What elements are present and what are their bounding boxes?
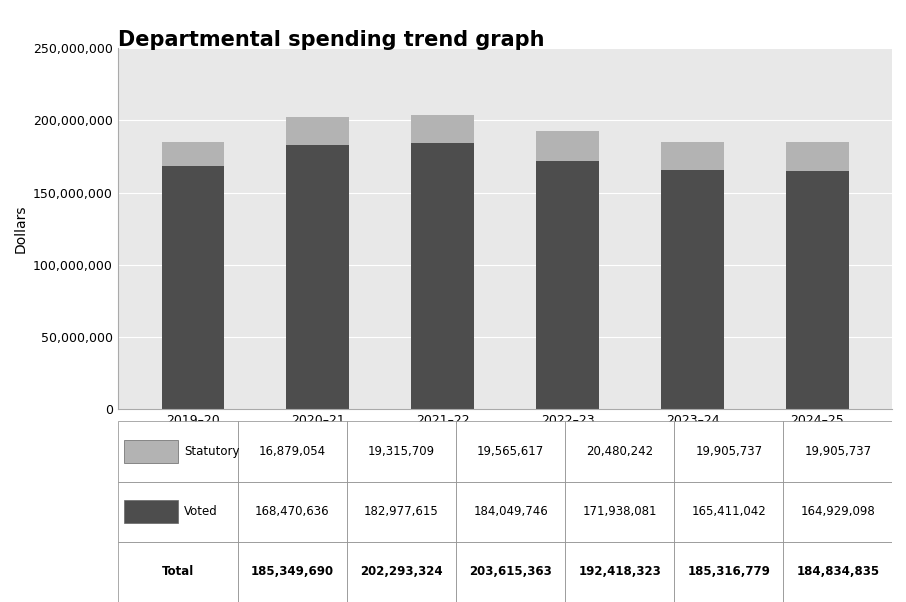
FancyBboxPatch shape	[347, 421, 456, 482]
Bar	[161, 166, 224, 409]
FancyBboxPatch shape	[118, 542, 238, 602]
FancyBboxPatch shape	[674, 482, 784, 542]
Bar	[161, 141, 224, 166]
Text: Total: Total	[161, 565, 194, 579]
FancyBboxPatch shape	[674, 542, 784, 602]
Text: 192,418,323: 192,418,323	[578, 565, 661, 579]
Text: 184,049,746: 184,049,746	[473, 505, 548, 518]
Bar	[786, 142, 849, 171]
Text: 203,615,363: 203,615,363	[469, 565, 552, 579]
Bar	[124, 440, 178, 463]
Text: 19,905,737: 19,905,737	[695, 445, 762, 458]
FancyBboxPatch shape	[238, 421, 347, 482]
FancyBboxPatch shape	[565, 542, 674, 602]
Text: 19,905,737: 19,905,737	[805, 445, 872, 458]
Bar	[661, 141, 724, 170]
Text: 184,834,835: 184,834,835	[796, 565, 880, 579]
Bar	[411, 115, 474, 143]
Text: 202,293,324: 202,293,324	[361, 565, 443, 579]
Text: 165,411,042: 165,411,042	[691, 505, 766, 518]
FancyBboxPatch shape	[784, 542, 892, 602]
FancyBboxPatch shape	[347, 542, 456, 602]
Bar	[786, 171, 849, 409]
Text: Voted: Voted	[184, 505, 217, 518]
FancyBboxPatch shape	[456, 482, 565, 542]
Text: Statutory: Statutory	[184, 445, 240, 458]
Bar	[536, 161, 599, 409]
FancyBboxPatch shape	[118, 482, 238, 542]
Text: 16,879,054: 16,879,054	[259, 445, 326, 458]
Bar	[286, 117, 349, 145]
Y-axis label: Dollars: Dollars	[14, 205, 27, 253]
Text: 182,977,615: 182,977,615	[364, 505, 439, 518]
Text: 20,480,242: 20,480,242	[586, 445, 653, 458]
FancyBboxPatch shape	[238, 542, 347, 602]
FancyBboxPatch shape	[456, 542, 565, 602]
FancyBboxPatch shape	[347, 482, 456, 542]
Text: 185,316,779: 185,316,779	[688, 565, 770, 579]
FancyBboxPatch shape	[674, 421, 784, 482]
FancyBboxPatch shape	[784, 421, 892, 482]
Text: 168,470,636: 168,470,636	[255, 505, 330, 518]
Text: 19,565,617: 19,565,617	[477, 445, 545, 458]
Bar	[411, 143, 474, 409]
Bar	[536, 131, 599, 161]
Text: 164,929,098: 164,929,098	[801, 505, 875, 518]
Text: 185,349,690: 185,349,690	[251, 565, 334, 579]
Bar	[661, 170, 724, 409]
Text: 19,315,709: 19,315,709	[368, 445, 435, 458]
Bar	[124, 500, 178, 523]
FancyBboxPatch shape	[565, 482, 674, 542]
FancyBboxPatch shape	[118, 421, 238, 482]
Bar	[286, 145, 349, 409]
FancyBboxPatch shape	[784, 482, 892, 542]
FancyBboxPatch shape	[456, 421, 565, 482]
Text: Departmental spending trend graph: Departmental spending trend graph	[118, 30, 545, 50]
FancyBboxPatch shape	[238, 482, 347, 542]
FancyBboxPatch shape	[565, 421, 674, 482]
Text: 171,938,081: 171,938,081	[583, 505, 657, 518]
